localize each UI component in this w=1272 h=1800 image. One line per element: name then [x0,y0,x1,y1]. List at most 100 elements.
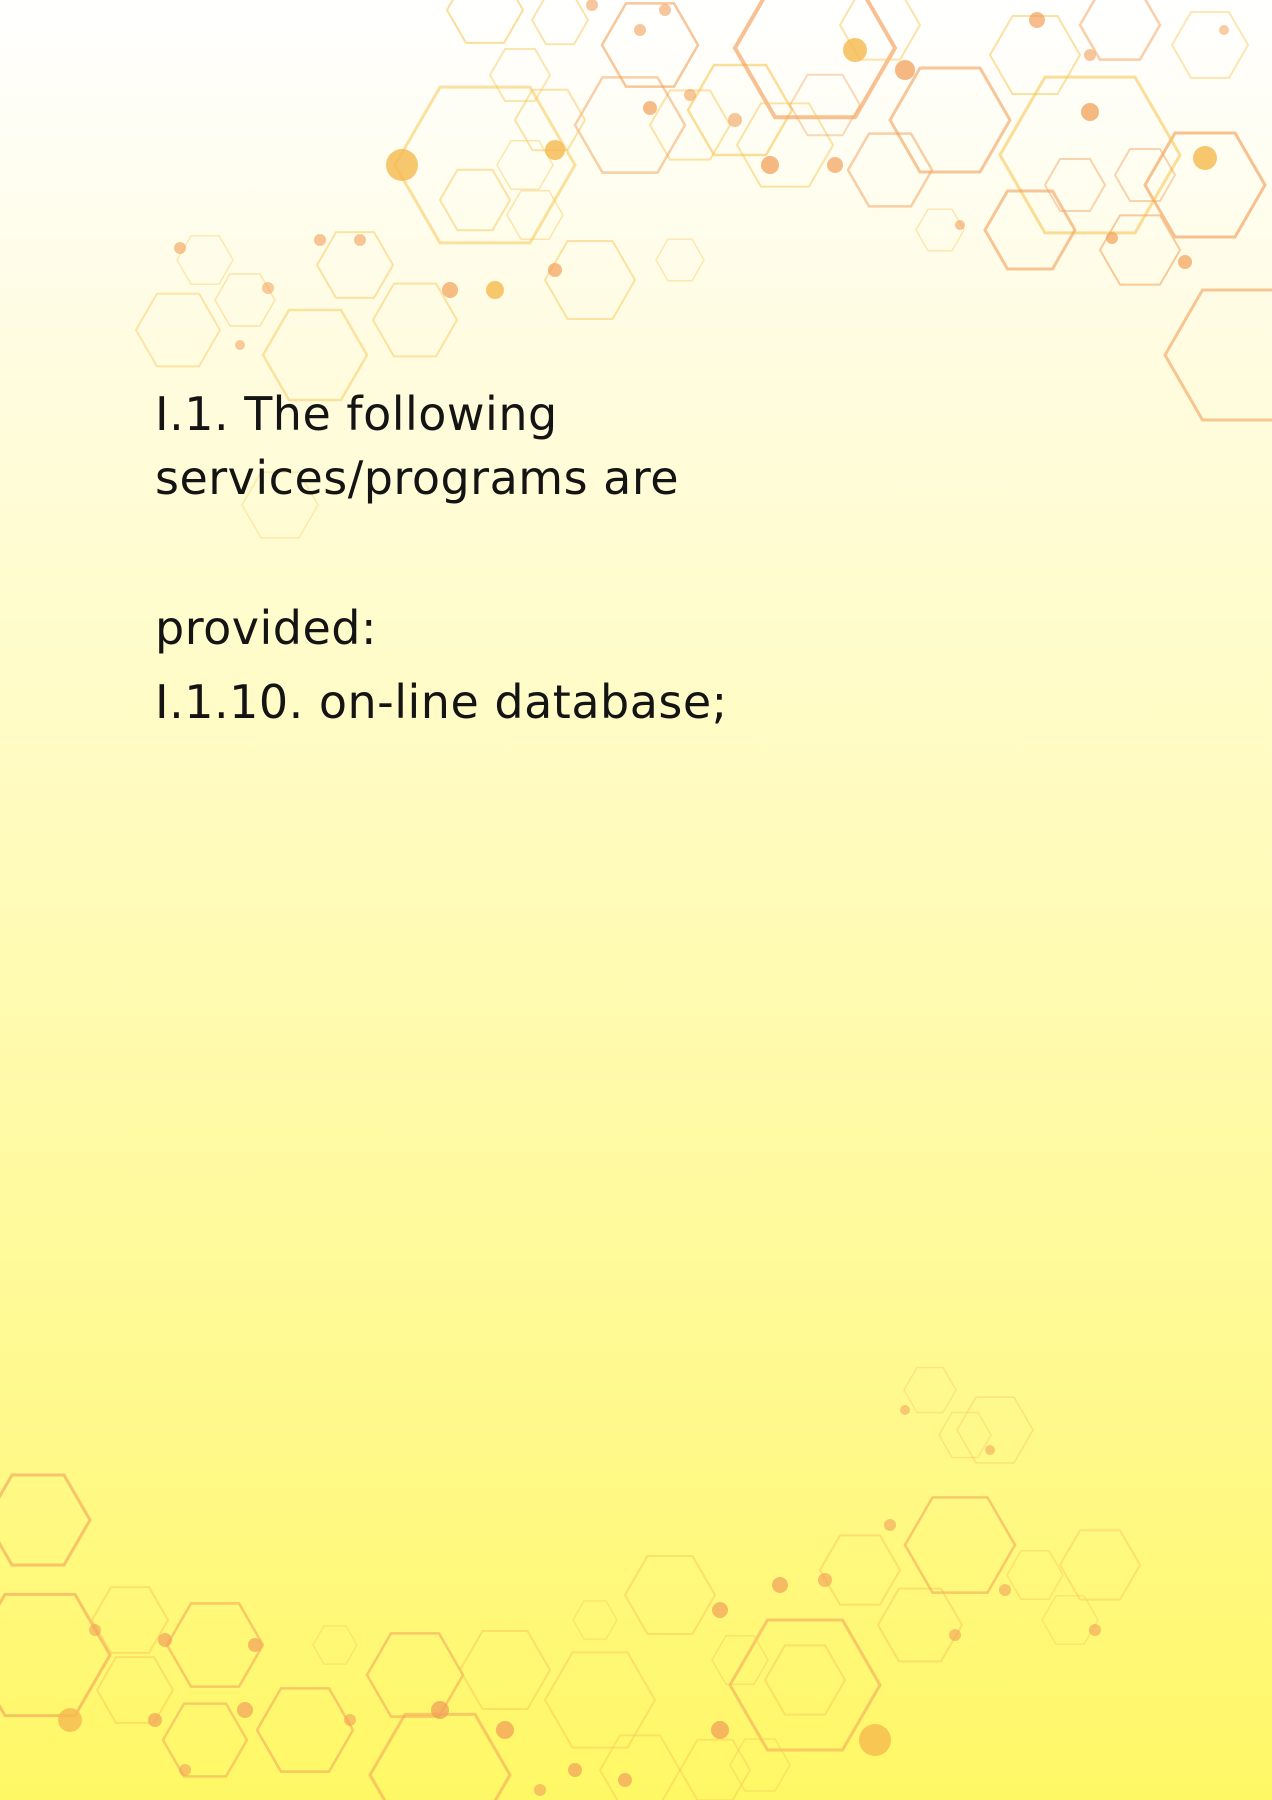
hexagon-shape [543,1651,657,1749]
hexagon-shape [938,1411,992,1459]
hexagon-shape [1163,288,1272,422]
hexagon-shape [1006,1550,1064,1600]
node-dot [548,263,562,277]
node-dot [314,234,326,246]
hexagon-shape [530,0,590,46]
node-dot [772,1577,788,1593]
node-dot [248,1638,262,1652]
node-dot [900,1405,910,1415]
node-dot [711,1721,729,1739]
hexagon-shape [95,1656,175,1724]
hexagon-shape [1058,1529,1142,1601]
node-dot [486,281,504,299]
hexagon-shape [763,1644,847,1716]
hexagon-shape [0,1592,112,1718]
node-dot [431,1701,449,1719]
hexagon-shape [438,168,512,232]
node-dot [999,1584,1011,1596]
node-dot [643,101,657,115]
list-item-online-database: I.1.10. on-line database; [155,675,728,729]
node-dot [895,60,915,80]
section-heading-line-1: I.1. The following [155,387,558,441]
node-dot [761,156,779,174]
hexagon-shape [818,1534,902,1606]
section-heading-line-2: services/programs are [155,451,680,505]
node-dot [442,282,458,298]
node-dot [1081,103,1099,121]
hexagon-shape [255,1687,355,1773]
node-dot [496,1721,514,1739]
node-dot [659,4,671,16]
node-dot [712,1602,728,1618]
node-dot [58,1708,82,1732]
node-dot [174,242,186,254]
node-dot [684,89,696,101]
node-dot [1029,12,1045,28]
hexagon-shape [623,1555,717,1635]
node-dot [344,1714,356,1726]
hexagon-shape [161,1702,249,1778]
hexagon-shape [1043,158,1107,212]
node-dot [1178,255,1192,269]
node-dot [728,113,742,127]
node-dot [354,234,366,246]
hexagon-shape [686,63,794,157]
hexagon-shape [788,73,862,137]
node-dot [1106,232,1118,244]
hexagon-shape [543,240,637,320]
node-dot [158,1633,172,1647]
hexagon-shape [903,1366,957,1414]
node-dot [818,1573,832,1587]
hexagon-shape [711,1635,769,1685]
hexagon-shape [1078,0,1162,61]
node-dot [827,157,843,173]
node-dot [586,0,598,11]
hexagon-shape [648,89,732,161]
hexagon-shape [1098,214,1182,286]
hexagon-shape [134,292,222,368]
hexagon-shape [513,88,587,152]
hexagon-shape [888,66,1012,174]
hexagon-shape [371,282,459,358]
hexagon-shape [90,1586,170,1654]
hexagon-shape [445,0,525,44]
hexagon-shape [573,76,687,174]
hexagon-shape [600,2,700,88]
hexagon-shape [1041,1595,1099,1645]
hexagon-shape [458,1630,552,1710]
node-dot [985,1445,995,1455]
hexagon-shape [214,273,276,327]
hexagon-shape [983,189,1077,271]
node-dot [568,1763,582,1777]
node-dot [884,1519,896,1531]
node-dot [955,220,965,230]
hexagon-shape [998,75,1182,235]
node-dot [843,38,867,62]
hexagon-shape [393,85,577,245]
node-dot [1193,146,1217,170]
node-dot [179,1764,191,1776]
hexagon-shape [1113,148,1177,202]
hexagon-shape [732,0,898,120]
node-dot [89,1624,101,1636]
node-dot [859,1724,891,1756]
hexagon-shape [368,1712,512,1800]
node-dot [148,1713,162,1727]
hexagon-shape [846,132,934,208]
node-dot [262,282,274,294]
hexagon-shape [903,1496,1017,1594]
hexagon-shape [729,1738,791,1792]
hexagon-shape [915,208,965,252]
hexagon-shape [165,1602,265,1688]
hexagon-shape [678,1738,752,1800]
hexagon-shape [315,231,395,299]
node-dot [1084,49,1096,61]
node-dot [545,140,565,160]
hexagon-shape [956,1396,1034,1464]
hexagon-shape [876,1587,964,1663]
hexagon-shape [598,1734,682,1800]
node-dot [1089,1624,1101,1636]
hexagon-shape [312,1625,358,1665]
hexagon-shape [988,15,1082,95]
